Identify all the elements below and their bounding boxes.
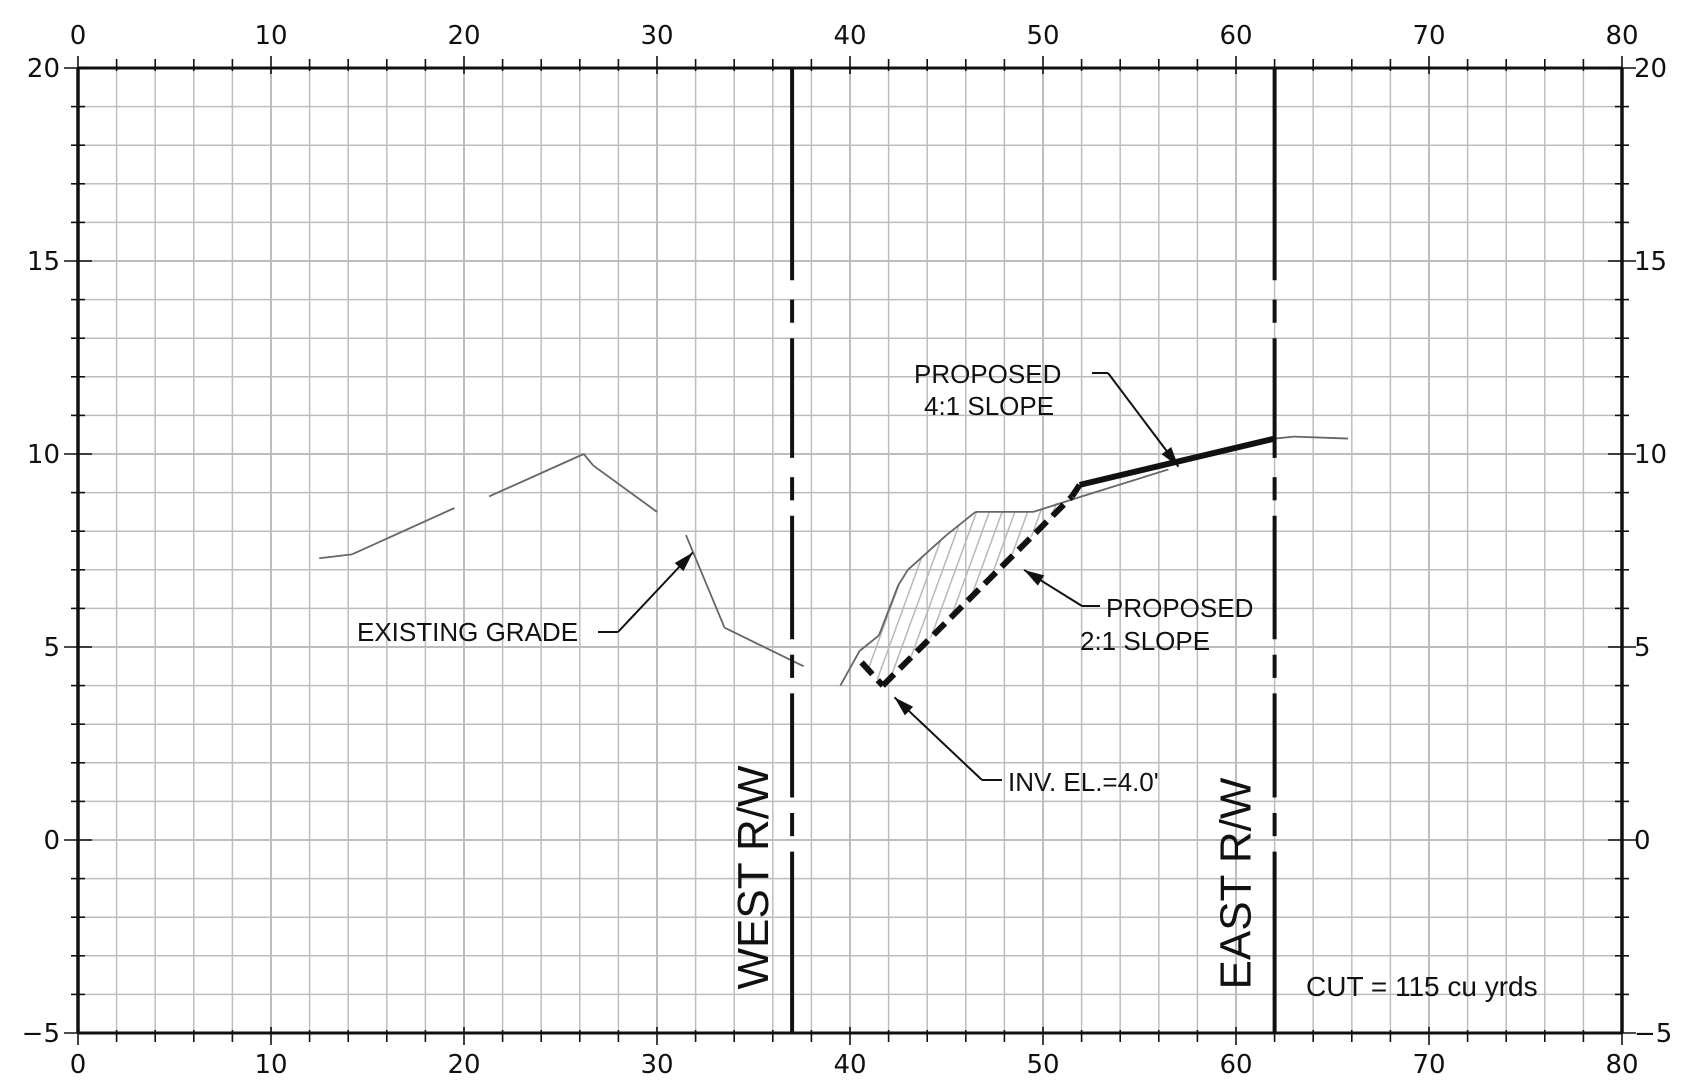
y-tick-label-left: −5 <box>22 1019 60 1049</box>
proposed-2-1-slope-segment <box>880 494 1075 688</box>
existing-grade-segment <box>582 453 595 467</box>
y-tick-label-left: 5 <box>43 633 60 663</box>
axis-ticks <box>64 56 1636 1045</box>
existing-grade-segment <box>907 534 948 571</box>
x-tick-label-top: 10 <box>254 21 287 51</box>
proposed-4-1-label-line2: 4:1 SLOPE <box>924 391 1054 421</box>
x-tick-label-bottom: 20 <box>447 1050 480 1080</box>
grid <box>78 68 1622 1033</box>
x-tick-label-top: 80 <box>1605 21 1638 51</box>
cut-hatch-area <box>859 496 1072 686</box>
x-tick-label-top: 0 <box>70 21 87 51</box>
y-tick-label-right: −5 <box>1634 1019 1672 1049</box>
x-tick-label-top: 40 <box>833 21 866 51</box>
existing-grade-label: EXISTING GRADE <box>357 617 578 647</box>
invert-elevation-leader <box>893 696 983 781</box>
x-tick-label-bottom: 40 <box>833 1050 866 1080</box>
existing-grade-segment <box>897 569 909 586</box>
y-tick-label-right: 5 <box>1634 633 1651 663</box>
proposed-grade-line <box>859 435 1276 688</box>
existing-grade-segment <box>319 553 353 560</box>
existing-grade-segment <box>1293 435 1348 440</box>
y-tick-label-left: 15 <box>27 247 60 277</box>
existing-grade-segment <box>859 634 880 652</box>
existing-grade-segment <box>878 584 900 636</box>
y-tick-label-left: 10 <box>27 440 60 470</box>
cut-volume-label: CUT = 115 cu yrds <box>1306 971 1538 1002</box>
existing-grade-arrowhead <box>674 552 693 572</box>
x-tick-label-bottom: 60 <box>1219 1050 1252 1080</box>
y-tick-label-left: 0 <box>43 826 60 856</box>
x-tick-label-bottom: 30 <box>640 1050 673 1080</box>
x-tick-label-top: 20 <box>447 21 480 51</box>
y-tick-label-left: 20 <box>27 54 60 84</box>
x-tick-label-bottom: 0 <box>70 1050 87 1080</box>
proposed-2-1-arrowhead <box>1024 569 1045 586</box>
x-tick-label-top: 60 <box>1219 21 1252 51</box>
invert-elevation-arrowhead <box>894 697 914 716</box>
east-rw-label: EAST R/W <box>1212 777 1261 989</box>
existing-grade-segment <box>945 511 977 536</box>
x-tick-label-top: 70 <box>1412 21 1445 51</box>
proposed-2-1-slope-segment <box>859 660 886 688</box>
proposed-break-segment <box>1069 483 1083 499</box>
existing-grade-segment <box>685 534 726 629</box>
existing-grade-segment <box>1274 435 1294 440</box>
x-tick-label-bottom: 50 <box>1026 1050 1059 1080</box>
invert-elevation-label: INV. EL.=4.0' <box>1008 767 1159 797</box>
existing-grade-segment <box>592 464 658 513</box>
existing-grade-segment <box>839 650 861 687</box>
right-of-way-lines: WEST R/W EAST R/W <box>729 68 1277 1033</box>
y-tick-label-right: 10 <box>1634 440 1667 470</box>
x-tick-label-top: 50 <box>1026 21 1059 51</box>
proposed-4-1-arrowhead <box>1161 447 1179 467</box>
proposed-2-1-label-line2: 2:1 SLOPE <box>1080 626 1210 656</box>
proposed-2-1-label-line1: PROPOSED <box>1106 593 1253 623</box>
west-rw-label: WEST R/W <box>729 765 778 990</box>
x-tick-label-bottom: 80 <box>1605 1050 1638 1080</box>
existing-grade-segment <box>488 453 585 498</box>
existing-grade-segment <box>1081 468 1169 498</box>
x-tick-label-top: 30 <box>640 21 673 51</box>
x-tick-label-bottom: 70 <box>1412 1050 1445 1080</box>
proposed-4-1-slope-segment <box>1078 435 1276 488</box>
x-tick-label-bottom: 10 <box>254 1050 287 1080</box>
cut-hatch-polygon <box>859 496 1072 686</box>
existing-grade-segment <box>351 507 455 556</box>
proposed-4-1-label-line1: PROPOSED <box>914 359 1061 389</box>
y-tick-label-right: 15 <box>1634 247 1667 277</box>
y-tick-label-right: 20 <box>1634 54 1667 84</box>
y-tick-label-right: 0 <box>1634 826 1651 856</box>
